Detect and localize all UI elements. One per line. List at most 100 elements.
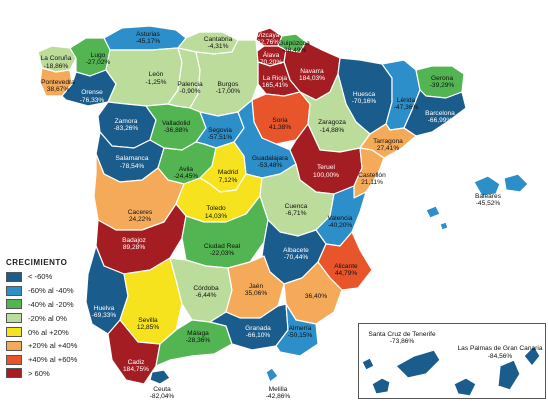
- province-value-lugo: -27,02%: [86, 59, 111, 66]
- legend-label: > 60%: [28, 368, 50, 378]
- province-name-vizcaya: Vizcaya: [257, 32, 280, 39]
- province-value-guipuzcoa: -38,49%: [282, 47, 307, 54]
- legend-item: -60% al -40%: [6, 284, 126, 298]
- province-value-la-rioja: 165,41%: [262, 82, 288, 89]
- legend-item: +20% al +40%: [6, 339, 126, 353]
- province-value-teruel: 100,00%: [313, 172, 339, 179]
- province-value-cadiz: 184,75%: [123, 366, 149, 373]
- province-value-murcia: 36,40%: [305, 293, 328, 300]
- province-name-avila: Avila: [179, 166, 194, 173]
- province-name-badajoz: Badajoz: [122, 237, 146, 244]
- legend-swatch: [6, 299, 22, 310]
- province-name-pontevedra: Pontevedra: [41, 79, 75, 86]
- province-name-baleares: Baleares: [475, 193, 502, 200]
- labels-layer: La Coruña-18,86% Lugo-27,02% Pontevedra38,…: [41, 31, 543, 400]
- province-name-guipuzcoa: Guipúzcoa: [278, 40, 310, 47]
- province-baleares: [425, 173, 529, 231]
- province-name-alicante: Alicante: [334, 263, 358, 270]
- province-value-soria: 41,38%: [269, 124, 292, 131]
- province-value-cantabria: -4,31%: [208, 43, 229, 50]
- province-name-sevilla: Sevilla: [138, 317, 158, 324]
- legend-items: < -60% -60% al -40% -40% al -20% -20% al 0%…: [6, 270, 126, 380]
- province-value-leon: -1,25%: [146, 79, 167, 86]
- province-value-melilla: -42,86%: [266, 393, 291, 400]
- province-value-ceuta: -82,04%: [150, 393, 175, 400]
- province-name-segovia: Segovia: [208, 127, 232, 134]
- province-value-barcelona: -66,99%: [428, 117, 453, 124]
- province-value-tarragona: 27,41%: [377, 145, 400, 152]
- legend-swatch: [6, 340, 22, 351]
- province-name-barcelona: Barcelona: [425, 110, 455, 117]
- province-name-almeria: Almería: [289, 325, 312, 332]
- province-name-lerida: Lérida: [397, 97, 416, 104]
- legend-swatch: [6, 313, 22, 324]
- province-value-castellon: 21,11%: [361, 179, 383, 186]
- legend-item: > 60%: [6, 367, 126, 381]
- province-name-valencia: Valencia: [328, 215, 353, 222]
- province-name-guadalajara: Guadalajara: [252, 155, 288, 162]
- province-barcelona: [403, 89, 467, 137]
- province-value-guadalajara: -53,48%: [258, 162, 283, 169]
- province-value-valencia: -40,20%: [328, 222, 353, 229]
- province-value-baleares: -45,52%: [476, 200, 501, 207]
- province-name-la-rioja: La Rioja: [263, 75, 288, 82]
- province-value-la-coruna: -18,86%: [44, 63, 69, 70]
- province-name-las-palmas: Las Palmas de Gran Canaria: [457, 345, 542, 352]
- province-value-salamanca: -78,54%: [120, 163, 145, 170]
- legend-item: +40% al +60%: [6, 353, 126, 367]
- province-value-navarra: 184,03%: [299, 75, 325, 82]
- province-name-castellon: Castellón: [358, 172, 386, 179]
- province-value-segovia: -57,51%: [208, 134, 233, 141]
- province-value-vizcaya: 62,76%: [257, 39, 280, 46]
- province-name-valladolid: Valladolid: [162, 120, 190, 127]
- legend-label: -60% al -40%: [28, 286, 74, 296]
- province-value-caceres: 24,22%: [129, 216, 152, 223]
- province-name-ciudad-real: Ciudad Real: [204, 243, 241, 250]
- province-value-cuenca: -6,71%: [286, 210, 307, 217]
- province-leon: [105, 47, 183, 107]
- legend-label: +40% al +60%: [28, 355, 78, 365]
- province-name-ceuta: Ceuta: [153, 386, 171, 393]
- province-value-badajoz: 89,28%: [123, 244, 146, 251]
- province-value-malaga: -28,36%: [186, 337, 211, 344]
- province-name-gerona: Gerona: [431, 75, 453, 82]
- province-name-cordoba: Córdoba: [193, 285, 219, 292]
- legend-label: 0% al +20%: [28, 327, 69, 337]
- province-name-leon: León: [149, 71, 164, 78]
- legend-swatch: [6, 271, 22, 282]
- province-value-toledo: 14,03%: [205, 213, 228, 220]
- province-value-alicante: 44,79%: [335, 270, 358, 277]
- province-name-albacete: Albacete: [283, 247, 309, 254]
- legend-item: -20% al 0%: [6, 311, 126, 325]
- legend-title: CRECIMIENTO: [6, 258, 68, 267]
- province-name-granada: Granada: [245, 325, 271, 332]
- province-name-huelva: Huelva: [94, 305, 115, 312]
- legend-item: -40% al -20%: [6, 298, 126, 312]
- province-value-santa-cruz: -73,86%: [390, 338, 415, 345]
- province-name-soria: Soria: [272, 117, 288, 124]
- province-name-tarragona: Tarragona: [373, 138, 403, 145]
- province-value-huesca: -70,16%: [352, 98, 377, 105]
- legend-label: -20% al 0%: [28, 313, 67, 323]
- province-value-valladolid: -36,88%: [164, 127, 189, 134]
- legend-item: 0% al +20%: [6, 325, 126, 339]
- province-melilla: [265, 367, 279, 383]
- province-name-huesca: Huesca: [353, 91, 376, 98]
- legend-swatch: [6, 285, 22, 296]
- province-value-zamora: -83,26%: [114, 125, 139, 132]
- legend-swatch: [6, 368, 22, 379]
- province-ceuta: [149, 369, 171, 385]
- province-value-burgos: -17,00%: [216, 88, 241, 95]
- province-value-gerona: -39,29%: [430, 82, 455, 89]
- provinces-layer: [37, 25, 541, 397]
- province-name-melilla: Melilla: [269, 386, 288, 393]
- province-name-santa-cruz: Santa Cruz de Tenerife: [368, 331, 436, 338]
- province-value-avila: -24,45%: [174, 173, 199, 180]
- province-value-alava: 70,20%: [260, 59, 283, 66]
- province-name-la-coruna: La Coruña: [41, 55, 72, 62]
- province-value-zaragoza: -14,88%: [320, 127, 345, 134]
- legend-swatch: [6, 354, 22, 365]
- legend: CRECIMIENTO < -60% -60% al -40% -40% al -2…: [6, 258, 126, 380]
- province-las-palmas: [453, 345, 541, 397]
